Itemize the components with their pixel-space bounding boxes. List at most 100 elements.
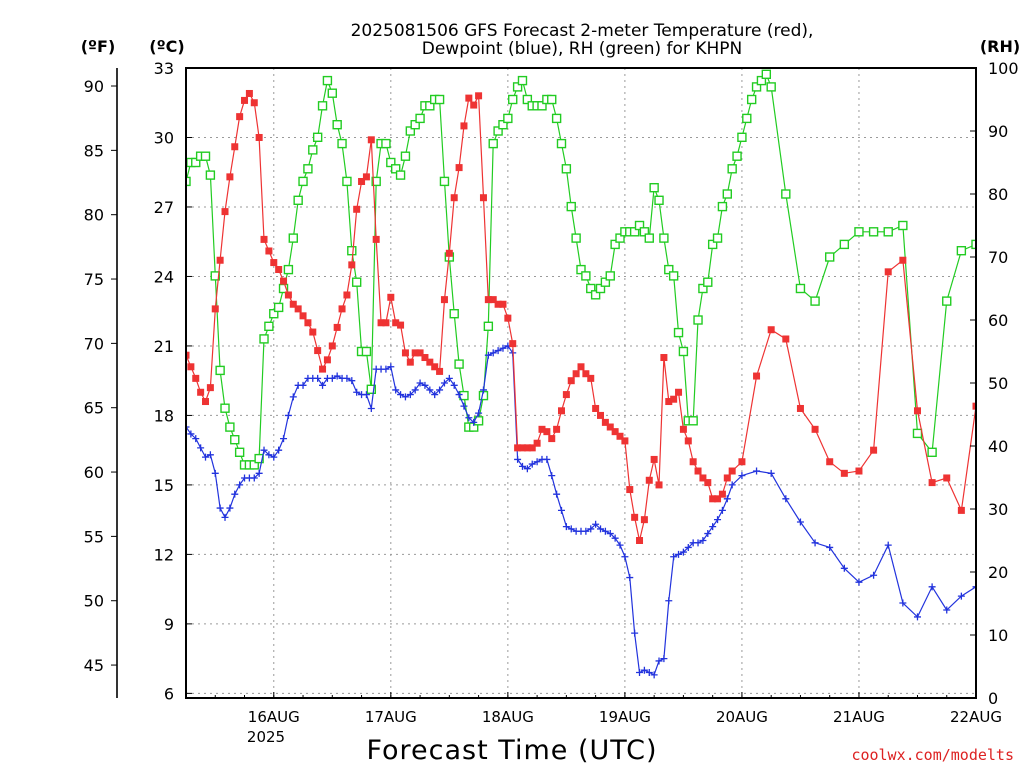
- rh-point: [259, 334, 269, 344]
- fahrenheit-tick-label: 50: [84, 592, 104, 611]
- dewpoint-point: [562, 523, 570, 531]
- temperature-point: [426, 358, 434, 366]
- temperature-point: [465, 94, 473, 102]
- rh-point: [707, 239, 718, 250]
- dewpoint-point: [455, 391, 463, 399]
- rh-point: [698, 283, 708, 294]
- temperature-point: [343, 291, 351, 299]
- rh-point: [615, 233, 625, 243]
- rh-point: [493, 126, 503, 136]
- dewpoint-point: [723, 495, 731, 503]
- rh-point: [629, 227, 640, 237]
- rh-point: [942, 296, 952, 306]
- dewpoint-point: [645, 669, 653, 677]
- temperature-point: [187, 363, 195, 371]
- rh-point: [566, 201, 576, 212]
- rh-point: [693, 315, 703, 325]
- dewpoint-point: [987, 542, 994, 549]
- rh-point: [761, 69, 772, 80]
- dewpoint-point: [587, 525, 595, 533]
- rh-point: [571, 233, 581, 243]
- temperature-point: [796, 404, 804, 412]
- celsius-tick-label: 9: [164, 615, 174, 634]
- temperature-point: [553, 425, 561, 433]
- temperature-point: [899, 256, 907, 264]
- dewpoint-point: [621, 553, 629, 561]
- dewpoint-point: [353, 388, 361, 396]
- rh-point: [586, 283, 596, 294]
- rh-point: [298, 176, 308, 187]
- dewpoint-point: [236, 481, 244, 489]
- temperature-point: [567, 377, 575, 385]
- dewpoint-point: [913, 613, 921, 621]
- rh-point: [191, 157, 201, 168]
- temperature-point: [972, 402, 976, 410]
- temperature-point: [523, 444, 531, 452]
- temperature-point: [943, 474, 951, 482]
- rh-point: [283, 264, 294, 275]
- x-tick-label: 18AUG: [482, 708, 534, 726]
- temperature-point: [538, 425, 546, 433]
- dewpoint-point: [650, 671, 658, 679]
- rh-point: [200, 151, 211, 161]
- dewpoint-point: [314, 374, 322, 382]
- rh-tick-label: 90: [988, 122, 1008, 141]
- dewpoint-point: [421, 381, 429, 389]
- temperature-point: [206, 384, 214, 392]
- rh-tick-label: 60: [988, 311, 1008, 330]
- dewpoint-point: [601, 527, 609, 535]
- dewpoint-point: [553, 490, 561, 498]
- temperature-point: [186, 351, 190, 359]
- rh-point: [868, 227, 879, 237]
- x-tick-label: 20AUG: [716, 708, 768, 726]
- x-tick-label: 17AUG: [365, 708, 417, 726]
- rh-point: [337, 138, 347, 149]
- dewpoint-point: [211, 469, 219, 477]
- rh-point: [400, 151, 411, 161]
- temperature-point: [231, 143, 239, 151]
- dewpoint-point: [738, 472, 746, 480]
- axes-layer: 6 9 12 15 18 21 24 27 30 33 16AUG 17AUG 18AUG 19AUG 20…: [84, 59, 1019, 726]
- dewpoint-point: [557, 506, 565, 514]
- dewpoint-point: [367, 404, 375, 412]
- rh-point: [517, 75, 528, 86]
- temperature-point: [479, 194, 487, 202]
- temperature-point: [714, 495, 722, 503]
- temperature-point: [518, 444, 526, 452]
- chart-title: 2025081506 GFS Forecast 2-meter Temperat…: [351, 21, 814, 41]
- temperature-point: [782, 335, 790, 343]
- temperature-point: [679, 425, 687, 433]
- rh-point: [971, 239, 976, 250]
- rh-point: [742, 113, 752, 124]
- celsius-tick-label: 12: [154, 545, 174, 564]
- dewpoint-point: [660, 655, 668, 663]
- rh-point: [317, 101, 328, 111]
- temperature-line: [186, 92, 976, 541]
- celsius-tick-label: 30: [154, 128, 174, 147]
- temperature-point: [709, 495, 717, 503]
- temperature-point: [265, 247, 273, 255]
- dewpoint-point: [928, 583, 936, 591]
- fahrenheit-tick-label: 55: [84, 527, 104, 546]
- rh-point: [688, 416, 698, 426]
- dewpoint-point: [431, 391, 439, 399]
- rh-point: [605, 271, 615, 281]
- dewpoint-point: [582, 527, 590, 535]
- dewpoint-point: [494, 347, 502, 355]
- dewpoint-point: [387, 363, 395, 371]
- temperature-point: [928, 479, 936, 487]
- temperature-point: [826, 458, 834, 466]
- dewpoint-point: [718, 506, 726, 514]
- rh-point: [269, 309, 279, 319]
- rh-point: [956, 245, 967, 256]
- dewpoint-point: [206, 451, 214, 459]
- dewpoint-point: [202, 453, 210, 461]
- temperature-point: [470, 101, 478, 109]
- rh-point: [361, 346, 372, 357]
- temperature-point: [445, 249, 453, 257]
- temperature-point: [377, 319, 385, 327]
- dewpoint-point: [943, 606, 951, 614]
- dewpoint-point: [250, 474, 258, 482]
- rh-point: [556, 138, 567, 149]
